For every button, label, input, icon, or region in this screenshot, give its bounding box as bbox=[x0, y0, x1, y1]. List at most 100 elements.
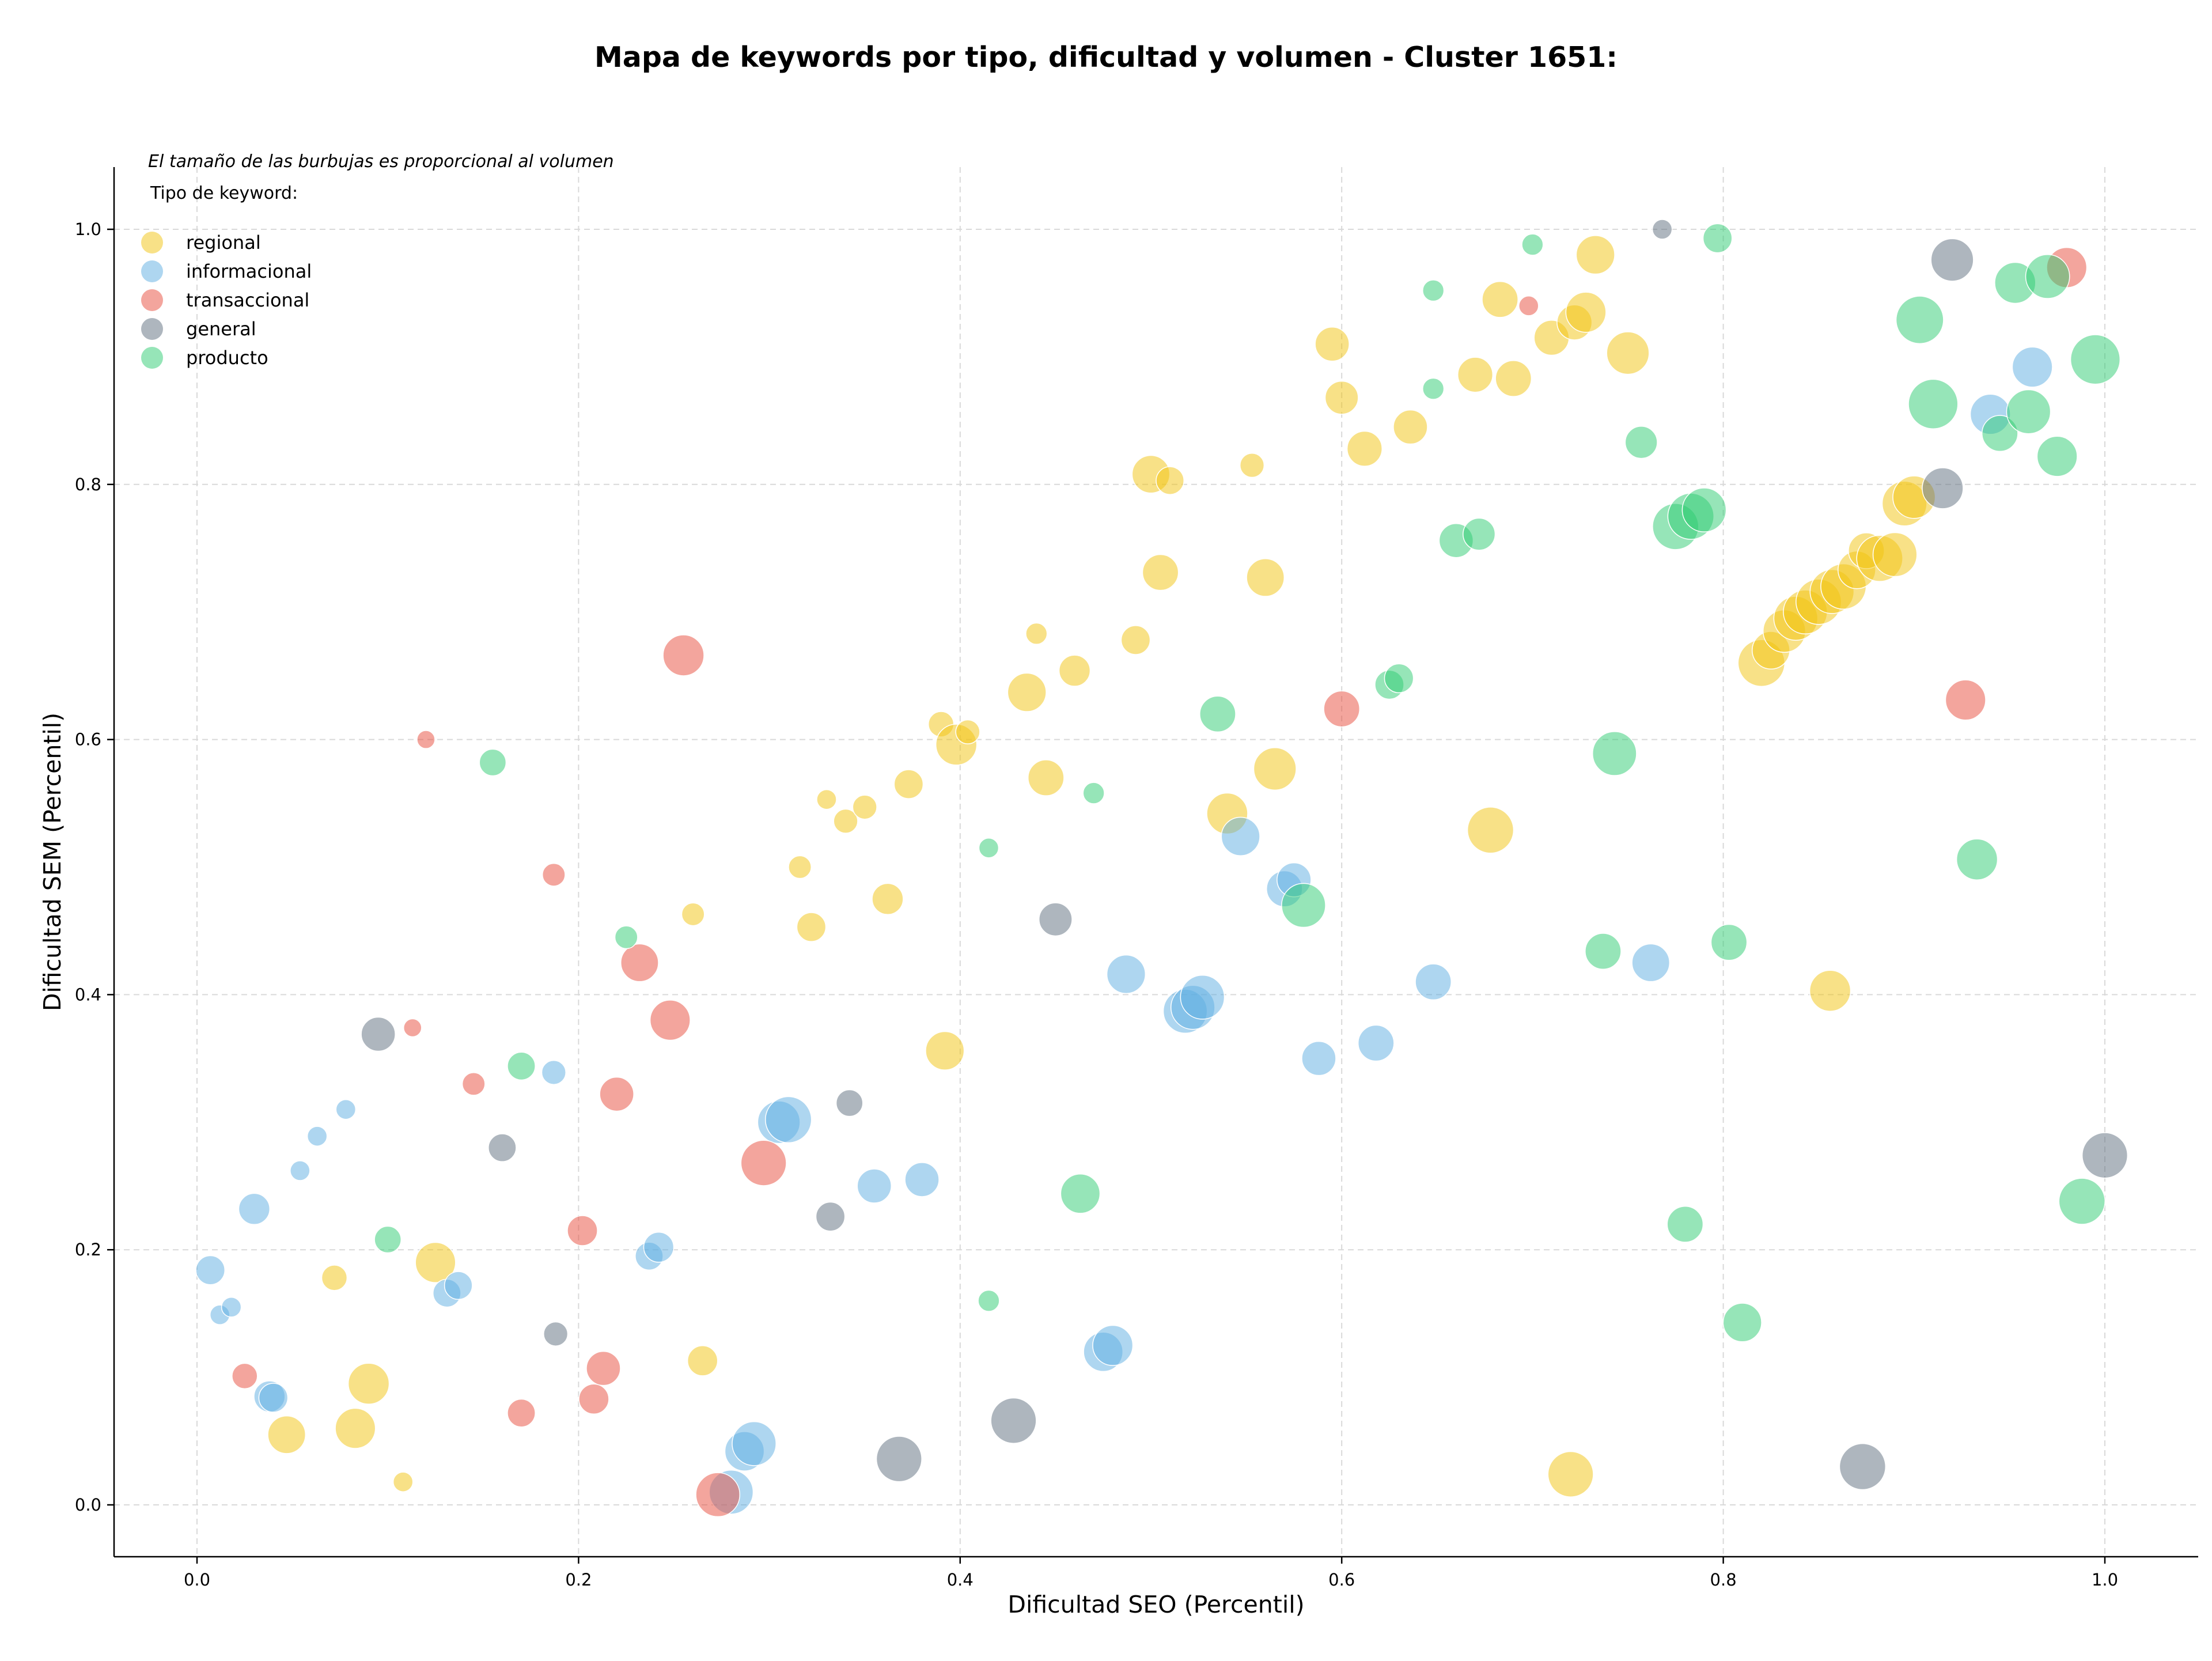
bubble-producto-34 bbox=[2036, 436, 2078, 477]
bubble-transaccional-13 bbox=[695, 1472, 741, 1518]
bubble-informacional-35 bbox=[2012, 346, 2053, 388]
bubble-regional-6 bbox=[687, 1345, 718, 1376]
y-tick-label-0: 0.0 bbox=[75, 1495, 101, 1515]
bubble-transaccional-8 bbox=[586, 1350, 621, 1386]
bubble-regional-18 bbox=[925, 1031, 965, 1070]
bubble-producto-3 bbox=[614, 925, 638, 949]
y-tick-label-3: 0.6 bbox=[75, 730, 101, 750]
bubble-regional-40 bbox=[1565, 292, 1607, 333]
bubble-transaccional-6 bbox=[567, 1215, 598, 1246]
bubble-general-3 bbox=[815, 1201, 846, 1232]
bubble-transaccional-4 bbox=[507, 1398, 536, 1428]
bubble-regional-2 bbox=[347, 1363, 390, 1405]
bubble-transaccional-12 bbox=[662, 634, 704, 676]
bubble-producto-22 bbox=[1681, 487, 1727, 532]
bubble-informacional-6 bbox=[290, 1160, 310, 1181]
bubble-general-4 bbox=[835, 1089, 863, 1117]
bubble-informacional-22 bbox=[1092, 1325, 1134, 1366]
bubble-general-10 bbox=[1922, 467, 1964, 509]
bubble-general-12 bbox=[2081, 1132, 2128, 1179]
bubble-transaccional-11 bbox=[649, 1000, 691, 1041]
bubble-informacional-16 bbox=[732, 1421, 777, 1466]
bubble-regional-32 bbox=[1324, 380, 1359, 415]
bubble-transaccional-10 bbox=[620, 943, 659, 982]
bubble-regional-26 bbox=[1156, 466, 1184, 495]
bubble-regional-22 bbox=[1058, 654, 1091, 687]
x-axis-label: Dificultad SEO (Percentil) bbox=[1007, 1591, 1304, 1618]
bubble-producto-2 bbox=[507, 1051, 536, 1081]
bubble-general-5 bbox=[876, 1436, 922, 1482]
legend-marker-regional bbox=[141, 232, 163, 253]
bubble-regional-0 bbox=[267, 1415, 306, 1454]
grid bbox=[114, 167, 2198, 1557]
bubble-informacional-20 bbox=[904, 1162, 940, 1197]
bubble-general-8 bbox=[1652, 219, 1673, 240]
bubble-regional-17 bbox=[955, 719, 980, 744]
bubble-regional-34 bbox=[1393, 409, 1428, 445]
bubble-informacional-8 bbox=[335, 1099, 357, 1120]
bubble-informacional-19 bbox=[857, 1168, 892, 1204]
bubble-producto-24 bbox=[1702, 223, 1733, 253]
bubble-producto-6 bbox=[1060, 1173, 1101, 1214]
bubble-producto-15 bbox=[1463, 517, 1496, 551]
bubble-informacional-18 bbox=[765, 1096, 812, 1144]
bubble-informacional-23 bbox=[1106, 954, 1146, 994]
bubble-regional-20 bbox=[1025, 622, 1048, 645]
bubble-producto-16 bbox=[1521, 233, 1544, 256]
bubble-producto-12 bbox=[1422, 279, 1445, 302]
bubble-producto-4 bbox=[978, 837, 999, 858]
bubble-regional-42 bbox=[1606, 331, 1650, 375]
bubble-informacional-13 bbox=[643, 1231, 675, 1263]
bubble-regional-31 bbox=[1315, 326, 1350, 362]
bubble-regional-23 bbox=[1120, 625, 1151, 655]
bubble-transaccional-1 bbox=[403, 1018, 422, 1038]
bubble-transaccional-5 bbox=[541, 862, 566, 887]
bubble-regional-14 bbox=[893, 769, 924, 799]
bubble-regional-29 bbox=[1246, 558, 1285, 597]
x-tick-label-5: 1.0 bbox=[2092, 1570, 2118, 1590]
legend-title: Tipo de keyword: bbox=[150, 183, 298, 203]
bubble-regional-1 bbox=[335, 1408, 376, 1449]
y-tick-label-5: 1.0 bbox=[75, 220, 101, 239]
bubble-general-6 bbox=[990, 1397, 1037, 1444]
bubble-transaccional-3 bbox=[461, 1072, 486, 1096]
bubble-regional-35 bbox=[1457, 357, 1494, 393]
ticks: 0.0 0.0 0.2 0.2 0.4 0.4 0.6 0.6 0.8 0.8 1.0 1.0 bbox=[75, 220, 2118, 1590]
bubble-general-0 bbox=[361, 1016, 396, 1052]
y-axis-label: Dificultad SEM (Percentil) bbox=[39, 713, 66, 1011]
bubble-transaccional-14 bbox=[740, 1140, 787, 1186]
bubble-regional-45 bbox=[1809, 970, 1851, 1012]
chart-title: Mapa de keywords por tipo, dificultad y … bbox=[594, 41, 1618, 74]
bubble-transaccional-9 bbox=[599, 1076, 634, 1112]
bubble-producto-30 bbox=[1981, 415, 2018, 452]
bubble-producto-9 bbox=[1281, 883, 1326, 928]
bubble-informacional-0 bbox=[195, 1255, 226, 1285]
legend-label-producto: producto bbox=[186, 347, 268, 369]
bubble-producto-0 bbox=[374, 1225, 402, 1254]
bubble-producto-13 bbox=[1422, 377, 1445, 400]
bubble-regional-28 bbox=[1239, 452, 1265, 478]
x-tick-label-4: 0.8 bbox=[1710, 1570, 1737, 1590]
bubble-regional-3 bbox=[321, 1265, 348, 1291]
bubble-producto-11 bbox=[1384, 663, 1414, 694]
bubble-regional-7 bbox=[681, 902, 705, 926]
bubble-general-11 bbox=[1930, 238, 1974, 282]
bubble-regional-44 bbox=[1547, 1451, 1594, 1497]
bubble-producto-33 bbox=[2025, 254, 2070, 299]
bubble-transaccional-17 bbox=[1945, 679, 1986, 721]
bubble-informacional-31 bbox=[1357, 1024, 1395, 1062]
bubble-regional-21 bbox=[1027, 759, 1065, 796]
bubble-producto-36 bbox=[2070, 334, 2121, 385]
bubble-producto-25 bbox=[1710, 924, 1748, 961]
bubble-regional-9 bbox=[796, 912, 827, 942]
bubbles bbox=[195, 219, 2128, 1518]
x-tick-label-2: 0.4 bbox=[947, 1570, 974, 1590]
bubble-regional-10 bbox=[816, 789, 837, 810]
bubble-regional-12 bbox=[852, 794, 877, 820]
x-tick-label-1: 0.2 bbox=[565, 1570, 592, 1590]
bubble-informacional-11 bbox=[541, 1060, 566, 1085]
bubble-regional-5 bbox=[415, 1242, 456, 1283]
bubble-informacional-7 bbox=[306, 1126, 328, 1147]
bubble-transaccional-7 bbox=[578, 1383, 609, 1415]
